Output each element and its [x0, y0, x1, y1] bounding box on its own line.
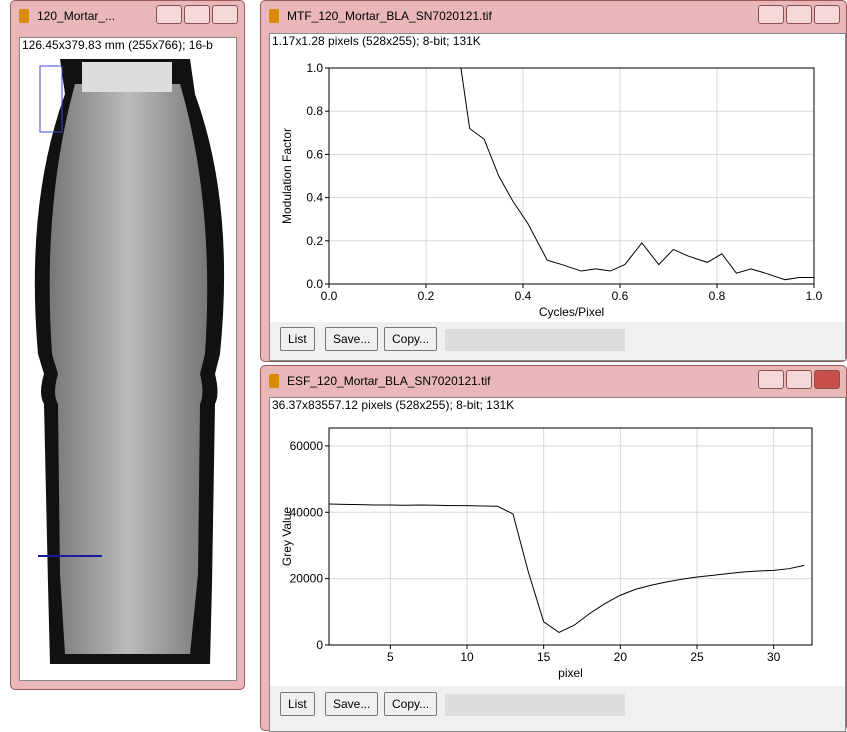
plot-info: 1.17x1.28 pixels (528x255); 8-bit; 131K — [270, 34, 845, 48]
y-tick-label: 0.6 — [306, 147, 323, 161]
window-title: 120_Mortar_... — [37, 9, 115, 23]
mtf-window: MTF_120_Mortar_BLA_SN7020121.tif 1.17x1.… — [260, 0, 847, 362]
image-window: 120_Mortar_... 126.45x379.83 mm (255x766… — [10, 0, 245, 690]
xray-image — [20, 54, 236, 680]
list-button[interactable]: List — [280, 692, 315, 716]
desktop: 120_Mortar_... 126.45x379.83 mm (255x766… — [0, 0, 847, 731]
plot-frame — [329, 428, 812, 645]
save-button[interactable]: Save... — [325, 692, 378, 716]
maximize[interactable] — [786, 5, 812, 24]
x-tick-label: 0.4 — [515, 289, 532, 303]
window-title: ESF_120_Mortar_BLA_SN7020121.tif — [287, 374, 490, 388]
y-tick-label: 0.0 — [306, 277, 323, 291]
maximize[interactable] — [184, 5, 210, 24]
window-title: MTF_120_Mortar_BLA_SN7020121.tif — [287, 9, 492, 23]
copy-button[interactable]: Copy... — [384, 327, 437, 351]
copy-button[interactable]: Copy... — [384, 692, 437, 716]
x-tick-label: 20 — [614, 650, 628, 664]
image-info: 126.45x379.83 mm (255x766); 16-b — [20, 38, 236, 52]
y-tick-label: 0 — [316, 638, 323, 652]
window-controls — [156, 5, 238, 24]
x-tick-label: 5 — [387, 650, 394, 664]
title-bar: MTF_120_Mortar_BLA_SN7020121.tif — [261, 1, 846, 31]
window-controls — [758, 370, 840, 389]
minimize[interactable] — [156, 5, 182, 24]
x-tick-label: 30 — [767, 650, 781, 664]
x-tick-label: 0.8 — [709, 289, 726, 303]
y-tick-label: 0.8 — [306, 104, 323, 118]
chart: 5 10 15 20 25 30 0 20000 40000 60000 pixel Grey Val… — [272, 412, 842, 692]
x-tick-label: 0.6 — [612, 289, 629, 303]
list-button[interactable]: List — [280, 327, 315, 351]
minimize[interactable] — [758, 370, 784, 389]
plot-frame — [329, 68, 814, 284]
esf-window: ESF_120_Mortar_BLA_SN7020121.tif 36.37x8… — [260, 365, 847, 731]
y-tick-label: 0.4 — [306, 191, 323, 205]
x-tick-label: 0.2 — [418, 289, 435, 303]
app-icon — [269, 374, 279, 388]
button-bar: List Save... Copy... — [270, 686, 845, 731]
y-tick-label: 40000 — [290, 505, 324, 519]
close[interactable] — [814, 370, 840, 389]
plot-panel: 36.37x83557.12 pixels (528x255); 8-bit; … — [269, 397, 846, 732]
app-icon — [269, 9, 279, 23]
button-bar: List Save... Copy... — [270, 322, 845, 360]
title-bar: 120_Mortar_... — [11, 1, 244, 31]
window-controls — [758, 5, 840, 24]
y-tick-label: 1.0 — [306, 61, 323, 75]
y-axis-label: Grey Value — [280, 507, 294, 566]
app-icon — [19, 9, 29, 23]
x-tick-label: 15 — [537, 650, 551, 664]
x-tick-label: 25 — [690, 650, 704, 664]
data-line — [461, 68, 814, 280]
title-bar: ESF_120_Mortar_BLA_SN7020121.tif — [261, 366, 846, 396]
y-tick-label: 20000 — [290, 572, 324, 586]
plot-info: 36.37x83557.12 pixels (528x255); 8-bit; … — [270, 398, 845, 412]
data-line — [329, 504, 804, 632]
status-field — [445, 694, 625, 716]
maximize[interactable] — [786, 370, 812, 389]
x-tick-label: 1.0 — [806, 289, 823, 303]
y-axis-label: Modulation Factor — [280, 128, 294, 224]
y-tick-label: 60000 — [290, 439, 324, 453]
close[interactable] — [212, 5, 238, 24]
image-panel: 126.45x379.83 mm (255x766); 16-b — [19, 37, 237, 681]
x-tick-label: 0.0 — [321, 289, 338, 303]
minimize[interactable] — [758, 5, 784, 24]
x-axis-label: Cycles/Pixel — [539, 305, 604, 319]
chart: 0.0 0.2 0.4 0.6 0.8 1.0 0.0 0.2 0.4 0.6 0.8 1.0 Cycl… — [272, 48, 842, 328]
x-axis-label: pixel — [558, 666, 583, 680]
status-field — [445, 329, 625, 351]
save-button[interactable]: Save... — [325, 327, 378, 351]
close[interactable] — [814, 5, 840, 24]
y-tick-label: 0.2 — [306, 234, 323, 248]
x-tick-label: 10 — [460, 650, 474, 664]
plot-panel: 1.17x1.28 pixels (528x255); 8-bit; 131K … — [269, 33, 846, 361]
